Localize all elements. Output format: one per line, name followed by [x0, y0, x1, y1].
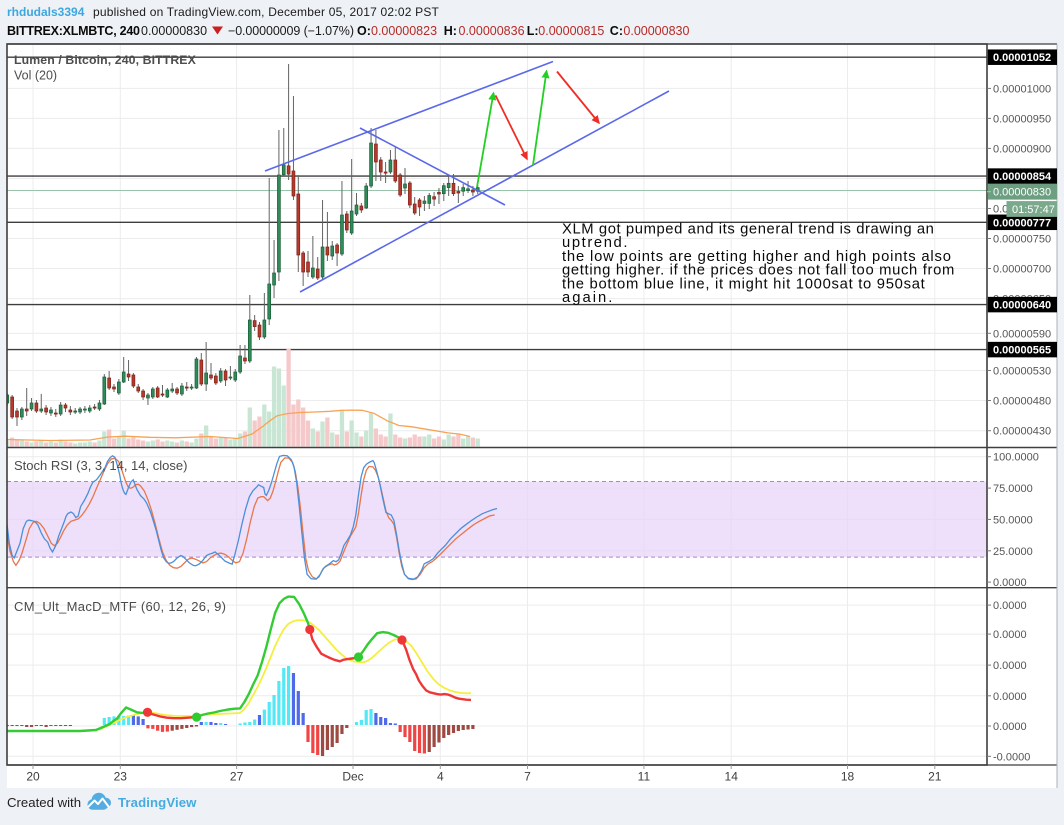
svg-text:Lumen / Bitcoin, 240, BITTREX: Lumen / Bitcoin, 240, BITTREX	[14, 53, 197, 67]
svg-text:20: 20	[26, 770, 40, 784]
svg-text:11: 11	[638, 770, 651, 784]
svg-text:BITTREX:XLMBTC, 240: BITTREX:XLMBTC, 240	[7, 24, 140, 38]
svg-text:0.0000: 0.0000	[993, 660, 1027, 672]
svg-text:Dec: Dec	[342, 770, 363, 784]
svg-text:14: 14	[725, 770, 739, 784]
svg-text:27: 27	[230, 770, 244, 784]
svg-text:7: 7	[524, 770, 531, 784]
svg-text:0.00000823: 0.00000823	[371, 24, 437, 38]
svg-text:0.00000640: 0.00000640	[993, 300, 1051, 312]
svg-text:C:: C:	[610, 24, 623, 38]
svg-text:4: 4	[437, 770, 444, 784]
svg-text:0.00000777: 0.00000777	[993, 217, 1051, 229]
svg-text:0.00000750: 0.00000750	[993, 234, 1051, 246]
svg-text:0.00000480: 0.00000480	[993, 396, 1051, 408]
svg-text:21: 21	[928, 770, 942, 784]
svg-text:Created with: Created with	[7, 795, 81, 810]
svg-text:L:: L:	[527, 24, 539, 38]
svg-text:0.00000830: 0.00000830	[623, 24, 689, 38]
svg-text:50.0000: 50.0000	[993, 514, 1033, 526]
svg-text:0.00000900: 0.00000900	[993, 143, 1051, 155]
svg-text:uptrend.: uptrend.	[562, 235, 629, 251]
svg-text:0.0000: 0.0000	[993, 691, 1027, 703]
svg-text:−0.00000009 (−1.07%): −0.00000009 (−1.07%)	[228, 24, 354, 38]
svg-text:again.: again.	[562, 290, 614, 306]
svg-text:0.00000836: 0.00000836	[459, 24, 525, 38]
svg-text:O:: O:	[357, 24, 371, 38]
svg-text:0.00000530: 0.00000530	[993, 366, 1051, 378]
svg-text:18: 18	[841, 770, 855, 784]
svg-text:the low points are getting hig: the low points are getting higher and hi…	[562, 249, 952, 265]
svg-text:0.00000815: 0.00000815	[538, 24, 604, 38]
svg-text:75.0000: 75.0000	[993, 483, 1033, 495]
svg-text:0.00001000: 0.00001000	[993, 83, 1051, 95]
svg-text:0.00000950: 0.00000950	[993, 113, 1051, 125]
svg-text:0.00000830: 0.00000830	[141, 24, 207, 38]
svg-text:0.0000: 0.0000	[993, 577, 1027, 589]
svg-text:-0.0000: -0.0000	[993, 751, 1030, 763]
svg-text:0.0000: 0.0000	[993, 600, 1027, 612]
svg-text:Stoch RSI (3, 3, 14, 14, close: Stoch RSI (3, 3, 14, 14, close)	[14, 458, 187, 473]
svg-text:TradingView: TradingView	[118, 795, 197, 810]
svg-text:0.00000830: 0.00000830	[993, 187, 1051, 199]
svg-text:CM_Ult_MacD_MTF (60, 12, 26, 9: CM_Ult_MacD_MTF (60, 12, 26, 9)	[14, 599, 226, 614]
svg-text:25.0000: 25.0000	[993, 546, 1033, 558]
svg-text:H:: H:	[444, 24, 457, 38]
svg-text:the bottom blue line, it might: the bottom blue line, it might hit 1000s…	[562, 276, 925, 292]
svg-text:0.00000590: 0.00000590	[993, 328, 1051, 340]
svg-text:0.00001052: 0.00001052	[993, 52, 1051, 64]
svg-text:01:57:47: 01:57:47	[1012, 204, 1055, 216]
svg-text:0.0000: 0.0000	[993, 721, 1027, 733]
svg-text:100.0000: 100.0000	[993, 452, 1039, 464]
svg-text:0.00000854: 0.00000854	[993, 171, 1052, 183]
svg-text:Vol (20): Vol (20)	[14, 69, 57, 83]
svg-text:0.0000: 0.0000	[993, 629, 1027, 641]
svg-text:XLM got pumped and its general: XLM got pumped and its general trend is …	[562, 222, 935, 238]
svg-text:rhdudals3394: rhdudals3394	[7, 5, 85, 19]
svg-text:0.00000565: 0.00000565	[993, 345, 1051, 357]
svg-text:getting higher. if the prices: getting higher. if the prices does not f…	[562, 263, 955, 279]
svg-text:0.00000430: 0.00000430	[993, 426, 1051, 438]
svg-text:published on TradingView.com,: published on TradingView.com, December 0…	[93, 5, 440, 19]
svg-text:0.00000700: 0.00000700	[993, 264, 1051, 276]
svg-text:23: 23	[114, 770, 128, 784]
